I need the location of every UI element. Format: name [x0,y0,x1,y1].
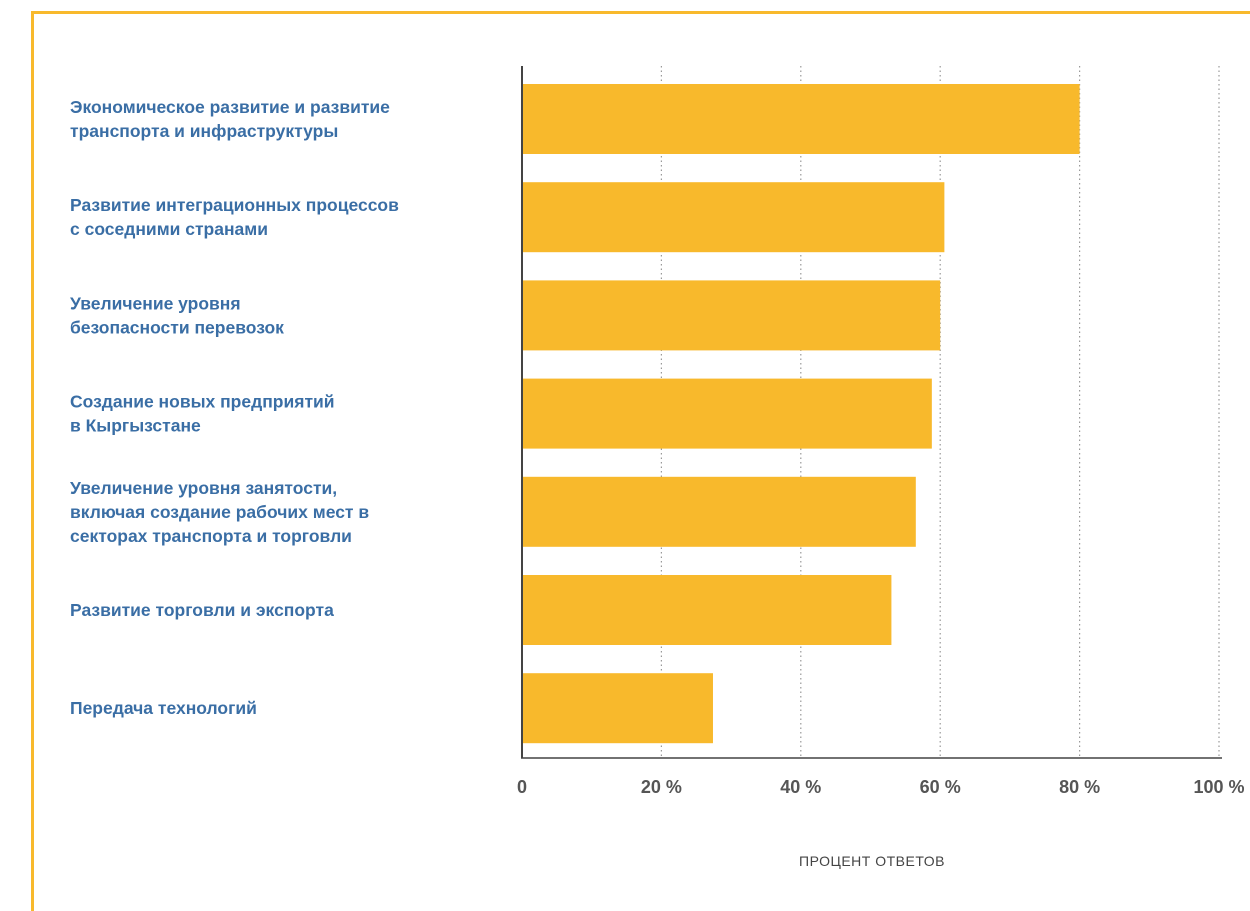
x-axis-title: ПРОЦЕНТ ОТВЕТОВ [799,853,945,869]
bar-5 [522,476,916,547]
category-label-5: Увеличение уровня занятости, включая созд… [70,478,369,546]
x-tick-labels: 0 20 % 40 % 60 % 80 % 100 % [517,777,1245,797]
bars [522,84,1080,744]
category-label-6: Развитие торговли и экспорта [70,600,334,620]
x-tick-label-80: 80 % [1059,777,1100,797]
x-tick-label-40: 40 % [780,777,821,797]
x-tick-label-20: 20 % [641,777,682,797]
axes [521,66,1222,759]
bar-4 [522,378,932,449]
bar-6 [522,575,892,645]
category-labels: Экономическое развитие и развитие транспо… [70,97,399,718]
category-label-1: Экономическое развитие и развитие транспо… [70,97,390,141]
category-label-2: Развитие интеграционных процессов с сосед… [70,195,399,239]
bar-2 [522,182,945,253]
x-tick-label-100: 100 % [1193,777,1244,797]
chart-frame [31,11,1250,911]
x-tick-label-60: 60 % [920,777,961,797]
bar-7 [522,673,713,744]
category-label-7: Передача технологий [70,698,257,718]
bar-1 [522,84,1080,154]
category-label-3: Увеличение уровня безопасности перевозок [70,293,284,337]
bar-3 [522,280,941,351]
category-label-4: Создание новых предприятий в Кыргызстане [70,392,335,436]
x-tick-label-0: 0 [517,777,527,797]
